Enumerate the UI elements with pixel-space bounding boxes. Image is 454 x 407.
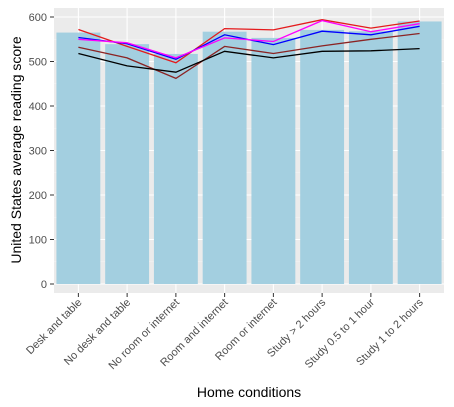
- bars: [56, 21, 442, 285]
- series-line: [78, 19, 420, 59]
- bar: [251, 37, 296, 284]
- series-line: [78, 47, 420, 73]
- bar: [56, 32, 101, 285]
- y-tick-label: 200: [29, 190, 47, 202]
- series-line: [78, 32, 420, 80]
- bar: [105, 44, 150, 284]
- bar: [202, 31, 247, 285]
- y-tick-label: 600: [29, 12, 47, 24]
- y-tick-label: 500: [29, 57, 47, 69]
- bar: [397, 21, 442, 284]
- y-tick-label: 400: [29, 101, 47, 113]
- bar: [300, 29, 345, 285]
- y-tick-label: 300: [29, 146, 47, 158]
- series-lines: [78, 19, 420, 80]
- y-axis-title: United States average reading score: [8, 36, 24, 263]
- bar: [153, 53, 198, 285]
- y-axis: 0 100 200 300 400 500 600: [29, 12, 54, 291]
- x-axis-title: Home conditions: [197, 384, 301, 400]
- y-tick-label: 100: [29, 235, 47, 247]
- y-tick-label: 0: [41, 279, 47, 291]
- series-line: [78, 19, 420, 64]
- bar: [348, 31, 393, 284]
